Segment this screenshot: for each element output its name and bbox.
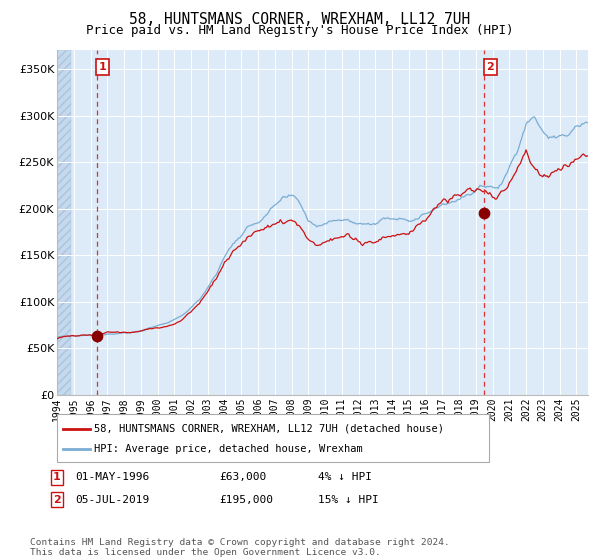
Text: 01-MAY-1996: 01-MAY-1996 xyxy=(75,472,149,482)
Point xyxy=(92,332,101,340)
Text: £63,000: £63,000 xyxy=(219,472,266,482)
Point xyxy=(479,209,489,218)
Text: 58, HUNTSMANS CORNER, WREXHAM, LL12 7UH: 58, HUNTSMANS CORNER, WREXHAM, LL12 7UH xyxy=(130,12,470,27)
Text: 05-JUL-2019: 05-JUL-2019 xyxy=(75,494,149,505)
Text: 1: 1 xyxy=(98,62,106,72)
Text: 2: 2 xyxy=(487,62,494,72)
Text: 4% ↓ HPI: 4% ↓ HPI xyxy=(318,472,372,482)
Text: Contains HM Land Registry data © Crown copyright and database right 2024.
This d: Contains HM Land Registry data © Crown c… xyxy=(30,538,450,557)
Text: Price paid vs. HM Land Registry's House Price Index (HPI): Price paid vs. HM Land Registry's House … xyxy=(86,24,514,36)
Text: £195,000: £195,000 xyxy=(219,494,273,505)
Text: 58, HUNTSMANS CORNER, WREXHAM, LL12 7UH (detached house): 58, HUNTSMANS CORNER, WREXHAM, LL12 7UH … xyxy=(94,424,444,433)
Text: 2: 2 xyxy=(53,494,61,505)
Text: HPI: Average price, detached house, Wrexham: HPI: Average price, detached house, Wrex… xyxy=(94,444,363,454)
Text: 15% ↓ HPI: 15% ↓ HPI xyxy=(318,494,379,505)
Bar xyxy=(57,50,71,395)
Text: 1: 1 xyxy=(53,472,61,482)
